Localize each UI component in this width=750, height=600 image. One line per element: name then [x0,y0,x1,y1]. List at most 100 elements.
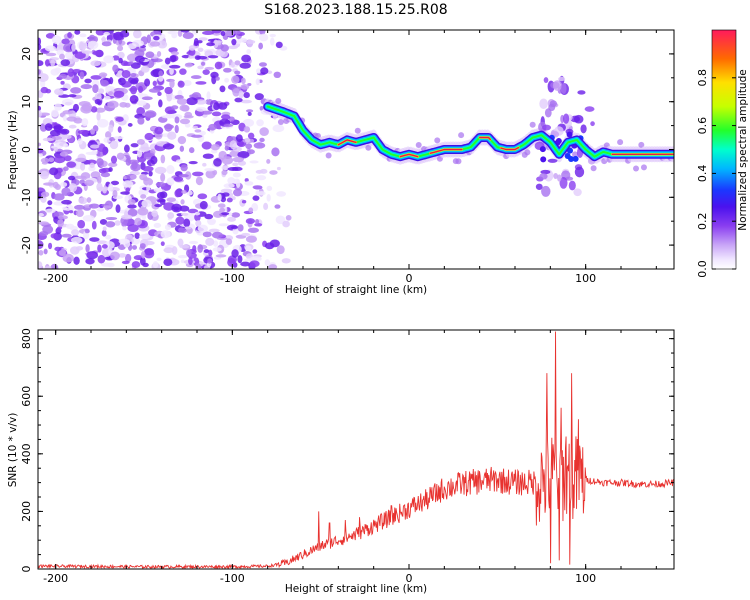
noise-blob [79,33,87,38]
noise-blob [104,95,111,101]
noise-blob [256,68,262,74]
noise-blob [117,51,125,59]
noise-blob [105,131,112,139]
noise-blob [72,69,82,74]
noise-blob [142,165,154,172]
noise-blob [41,161,48,165]
noise-blob [153,188,163,193]
noise-blob [242,118,255,127]
noise-blob [173,176,184,182]
noise-blob [160,230,171,239]
noise-blob [86,252,97,257]
noise-blob [264,259,271,267]
noise-blob [186,249,192,257]
noise-blob [268,264,278,269]
noise-blob [59,53,65,60]
noise-blob [195,262,202,269]
noise-blob [244,245,252,251]
snr-ylabel: SNR (10 * v/v) [7,413,19,488]
noise-blob [244,178,249,182]
noise-blob [177,238,184,247]
noise-blob [275,41,283,49]
noise-blob [53,125,64,130]
burst-blob [563,113,570,124]
noise-blob [171,32,178,39]
noise-blob [232,188,243,197]
noise-blob [273,71,282,79]
noise-blob [62,253,74,263]
noise-blob [59,151,69,157]
noise-blob [48,242,53,250]
noise-blob [187,208,199,214]
noise-blob [139,233,151,240]
noise-blob [155,181,166,188]
noise-blob [124,144,130,153]
noise-blob [188,55,194,59]
burst-core [555,138,562,145]
noise-blob [92,84,99,94]
noise-blob [140,194,147,199]
noise-blob [124,253,132,263]
noise-blob [43,182,55,186]
noise-blob [137,92,144,96]
ridge-peak-segment [429,148,463,155]
noise-blob [269,170,278,175]
noise-blob [134,232,140,239]
noise-blob [138,85,144,94]
noise-blob [245,235,257,243]
noise-blob [157,75,164,82]
noise-blob [121,260,130,265]
noise-blob [38,231,49,237]
noise-blob [127,123,133,127]
noise-blob [269,33,277,38]
noise-blob [40,157,50,163]
noise-blob [193,38,199,47]
noise-blob [221,165,230,171]
noise-blob [220,188,233,193]
noise-blob [108,167,113,173]
noise-blob [113,31,124,41]
colorbar-tick-label: 0.6 [696,117,709,135]
colorbar-gradient [711,29,737,270]
noise-blob [220,31,226,37]
noise-blob [101,229,107,237]
noise-blob [89,237,100,242]
noise-blob [38,105,42,111]
burst-blob [540,169,551,175]
noise-blob [97,244,102,253]
noise-blob [99,219,108,225]
colorbar-tick-label: 0.2 [696,212,709,230]
noise-blob [51,109,59,118]
noise-blob [108,183,114,192]
noise-blob [118,57,123,64]
noise-blob [100,172,111,178]
noise-blob [57,91,64,96]
noise-blob [207,258,213,264]
noise-blob [223,67,232,73]
noise-blob [75,157,87,162]
burst-blob [557,174,562,182]
colorbar-tick-label: 0.4 [696,165,709,183]
noise-blob [116,152,125,160]
noise-blob [84,228,90,234]
ridge-peak-segment [500,146,520,151]
noise-blob [211,30,222,34]
noise-blob [157,91,162,97]
noise-blob [105,234,112,240]
noise-blob [226,197,233,203]
noise-blob [247,227,259,233]
noise-blob [163,258,173,267]
noise-blob [141,96,153,101]
noise-blob [156,257,162,262]
noise-blob [218,102,228,110]
ridge-halo-blob [572,151,579,158]
noise-blob [38,261,43,269]
noise-blob [197,244,204,253]
snr-frame [37,329,675,570]
noise-blob [142,177,150,182]
colorbar-tick-label: 0.8 [696,69,709,87]
noise-blob [202,162,207,167]
noise-blob [202,153,214,159]
noise-blob [148,170,153,177]
